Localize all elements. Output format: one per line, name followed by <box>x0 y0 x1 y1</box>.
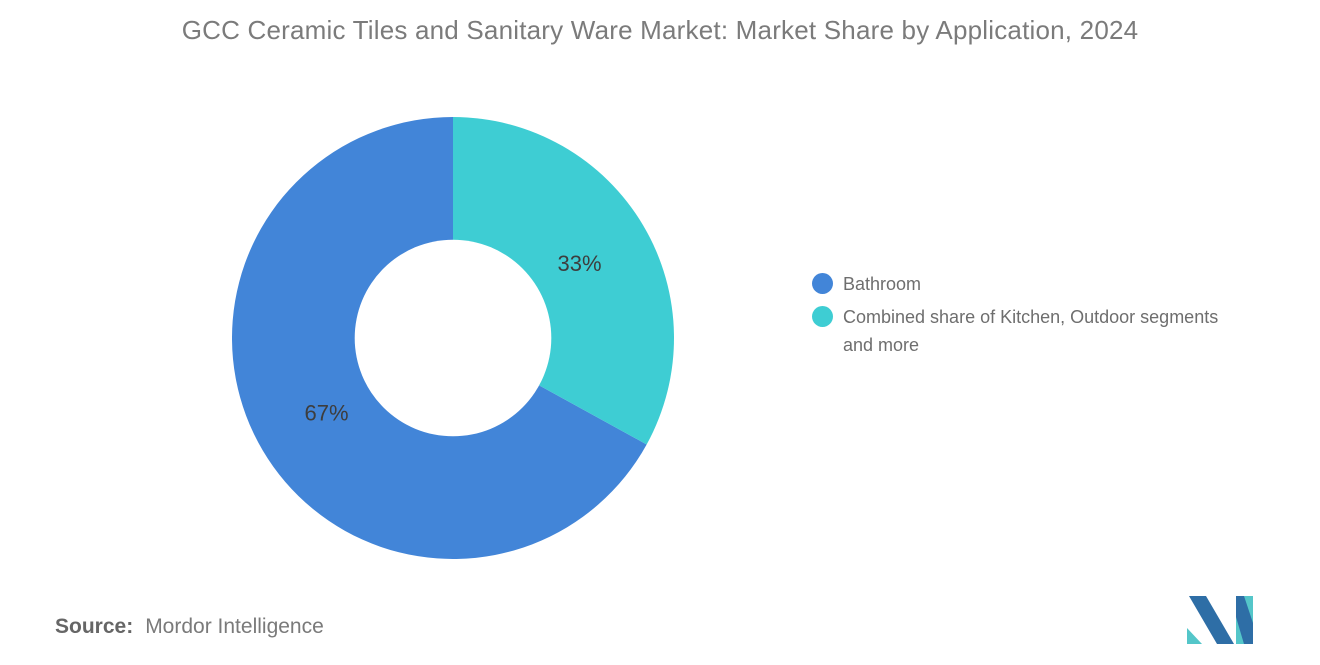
donut-hole <box>354 239 552 437</box>
legend-label-combined-share: Combined share of Kitchen, Outdoor segme… <box>843 307 1219 355</box>
legend-item-bathroom: Bathroom <box>812 270 1223 298</box>
legend-marker-combined-share <box>812 306 833 327</box>
legend-marker-bathroom <box>812 273 833 294</box>
logo-teal-triangle <box>1187 628 1202 644</box>
source-label: Source: <box>55 615 134 638</box>
legend-label-bathroom: Bathroom <box>843 274 922 294</box>
data-label-1: 33% <box>557 251 601 276</box>
source-line: Source: Mordor Intelligence <box>55 615 324 639</box>
mordor-intelligence-logo <box>1187 596 1253 644</box>
data-label-0: 67% <box>304 401 348 426</box>
source-value: Mordor Intelligence <box>145 615 324 638</box>
logo-dark-band <box>1189 596 1234 644</box>
donut-chart: 67% 33% <box>232 117 674 559</box>
legend-item-combined-share: Combined share of Kitchen, Outdoor segme… <box>812 303 1223 359</box>
chart-title: GCC Ceramic Tiles and Sanitary Ware Mark… <box>181 15 1139 45</box>
legend: Bathroom Combined share of Kitchen, Outd… <box>812 270 1223 359</box>
logo-dark-diagonal <box>1236 596 1253 644</box>
